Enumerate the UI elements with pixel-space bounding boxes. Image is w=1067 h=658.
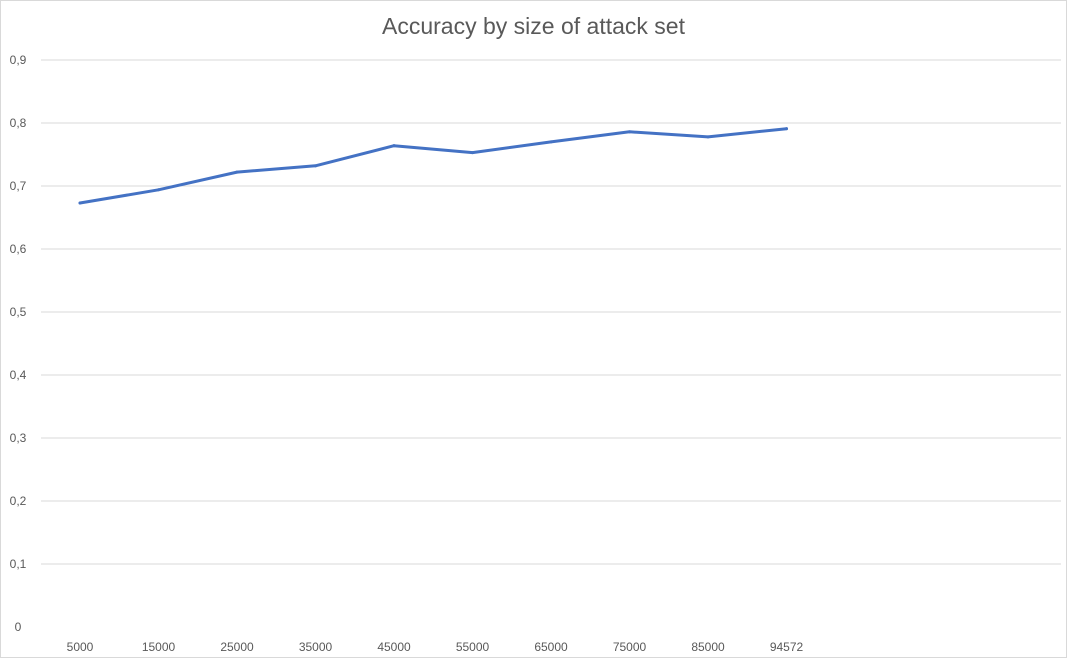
- data-point: [78, 201, 82, 205]
- data-point: [549, 140, 553, 144]
- y-tick-label: 0,3: [10, 431, 27, 445]
- data-point: [392, 144, 396, 148]
- y-tick-label: 0,7: [10, 179, 27, 193]
- series-group: [78, 127, 788, 205]
- data-point: [314, 164, 317, 168]
- y-tick-label: 0,1: [10, 557, 27, 571]
- x-axis: 5000 15000 25000 35000 45000 55000 65000 75000 8…: [67, 640, 804, 654]
- data-point: [706, 135, 710, 139]
- series-line: [78, 127, 788, 205]
- x-tick-label: 75000: [613, 640, 647, 654]
- y-tick-label: 0,2: [10, 494, 27, 508]
- x-tick-label: 94572: [770, 640, 804, 654]
- y-tick-label: 0,6: [10, 242, 27, 256]
- data-point: [628, 130, 631, 134]
- y-tick-label: 0: [15, 620, 22, 634]
- x-tick-label: 45000: [377, 640, 411, 654]
- data-point: [157, 188, 160, 192]
- x-tick-label: 5000: [67, 640, 94, 654]
- x-tick-label: 55000: [456, 640, 490, 654]
- data-point: [235, 170, 239, 174]
- y-tick-label: 0,4: [10, 368, 27, 382]
- y-axis: 0 0,1 0,2 0,3 0,4 0,5 0,6 0,7 0,8 0,9: [10, 53, 27, 634]
- y-tick-label: 0,9: [10, 53, 27, 67]
- chart-title: Accuracy by size of attack set: [382, 13, 685, 39]
- x-tick-label: 65000: [534, 640, 568, 654]
- data-point: [785, 127, 788, 131]
- data-point: [471, 151, 474, 155]
- y-tick-label: 0,5: [10, 305, 27, 319]
- gridlines: [41, 59, 1061, 565]
- x-tick-label: 85000: [691, 640, 725, 654]
- x-tick-label: 25000: [220, 640, 254, 654]
- x-tick-label: 15000: [142, 640, 176, 654]
- x-tick-label: 35000: [299, 640, 333, 654]
- y-tick-label: 0,8: [10, 116, 27, 130]
